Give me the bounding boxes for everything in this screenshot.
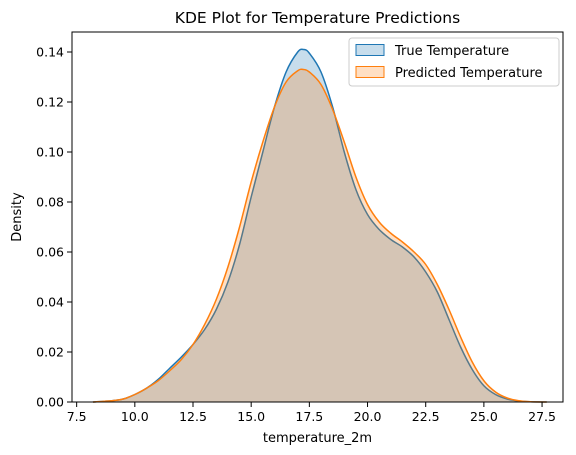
y-tick-label: 0.00 (36, 395, 64, 410)
legend-label-true-temperature: True Temperature (394, 44, 509, 59)
x-axis-label: temperature_2m (263, 431, 372, 446)
plot-background (72, 32, 563, 402)
y-tick-label: 0.10 (36, 145, 64, 160)
x-tick-label: 27.5 (528, 409, 556, 424)
y-tick-label: 0.06 (36, 245, 64, 260)
series-line-true-temperature (92, 48, 547, 403)
legend-swatch-predicted-temperature (355, 66, 385, 78)
x-tick-label: 25.0 (470, 409, 498, 424)
legend-label-predicted-temperature: Predicted Temperature (395, 66, 543, 81)
y-tick-label: 0.12 (36, 95, 64, 110)
y-tick-label: 0.08 (36, 195, 64, 210)
y-axis-label: Density (10, 192, 25, 242)
y-tick-label: 0.14 (36, 45, 64, 60)
plot-frame (71, 31, 564, 403)
x-tick-label: 10.0 (121, 409, 149, 424)
x-tick-label: 15.0 (237, 409, 265, 424)
x-tick-label: 12.5 (179, 409, 207, 424)
legend: True Temperature Predicted Temperature (348, 37, 560, 87)
plot-area (71, 31, 564, 403)
x-tick-label: 7.5 (67, 409, 87, 424)
chart-title: KDE Plot for Temperature Predictions (175, 9, 460, 27)
y-tick-label: 0.04 (36, 295, 64, 310)
y-tick-label: 0.02 (36, 345, 64, 360)
series-area-predicted-temperature (92, 69, 547, 402)
series-area-true-temperature (92, 49, 547, 403)
series-layer (92, 48, 547, 403)
x-tick-label: 17.5 (295, 409, 323, 424)
legend-frame (348, 37, 560, 87)
x-tick-label: 20.0 (354, 409, 382, 424)
x-tick-label: 22.5 (412, 409, 440, 424)
legend-swatch-true-temperature (355, 44, 385, 56)
x-axis: 7.5 10.0 12.5 15.0 17.5 20.0 22.5 25.0 27.5 (67, 402, 556, 424)
y-axis: 0.00 0.02 0.04 0.06 0.08 0.10 0.12 0.14 (36, 45, 72, 410)
series-line-predicted-temperature (92, 68, 547, 403)
